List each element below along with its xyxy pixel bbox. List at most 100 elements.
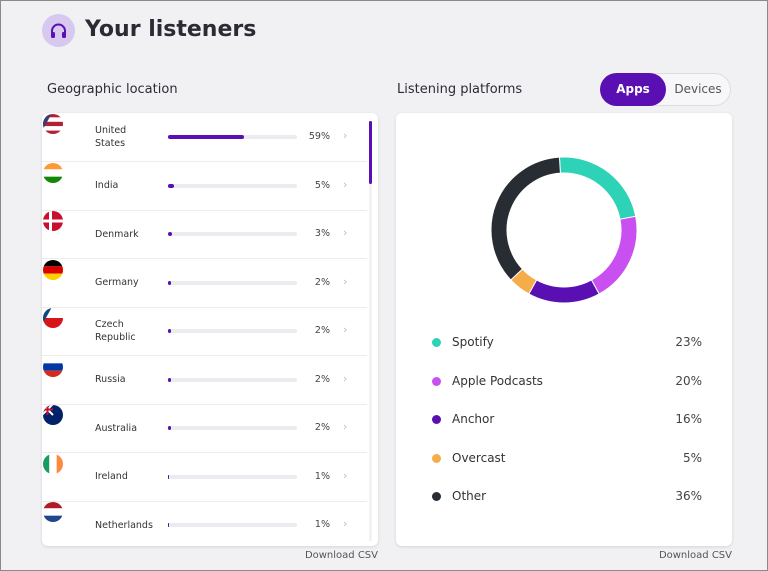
donut-segment (528, 279, 600, 304)
bar (168, 280, 171, 285)
country-card: United States 59% › India 5% › Denmark 3% › Germa… (42, 113, 378, 546)
country-name: Czech Republic (95, 319, 136, 343)
country-row[interactable]: Australia 2% › (42, 404, 367, 453)
percent-label: 59% (308, 131, 330, 142)
legend-dot (432, 492, 441, 501)
bar-track (168, 426, 297, 430)
bar-track (168, 232, 297, 236)
legend-dot (432, 415, 441, 424)
legend-value: 23% (675, 335, 702, 349)
legend-dot (432, 376, 441, 386)
scrollbar-thumb[interactable] (369, 121, 372, 184)
country-row[interactable]: Denmark 3% › (42, 210, 367, 259)
country-row[interactable]: India 5% › (42, 162, 367, 211)
bar-track (168, 329, 297, 333)
scrollbar-track (369, 121, 372, 541)
flag (43, 356, 63, 377)
country-row[interactable]: Czech Republic 2% › (42, 307, 367, 356)
bar-track (168, 135, 297, 139)
country-name: Russia (95, 374, 126, 385)
country-name: Germany (95, 277, 139, 288)
legend-label: Other (452, 489, 487, 503)
donut-segment (590, 215, 638, 295)
bar-track (168, 523, 297, 527)
country-row[interactable]: Russia 2% › (42, 356, 367, 405)
bar-track (168, 280, 297, 285)
bar (168, 232, 172, 236)
percent-label: 1% (314, 519, 330, 530)
legend-label: Apple Podcasts (452, 373, 543, 388)
chevron: › (343, 129, 348, 142)
flag (43, 211, 63, 231)
donut-chart (490, 156, 638, 304)
chevron: › (343, 177, 348, 191)
chevron: › (343, 420, 348, 433)
country-row[interactable]: Netherlands 1% › (42, 501, 367, 546)
bar (168, 474, 170, 479)
legend-item: Anchor 16% (432, 410, 702, 430)
country-row[interactable]: United States 59% › (42, 113, 367, 162)
country-name: India (95, 180, 119, 191)
legend-dot (432, 453, 441, 463)
legend-value: 36% (675, 489, 702, 503)
flag (43, 453, 63, 474)
legend-item: Apple Podcasts 20% (432, 372, 702, 392)
chevron: › (343, 371, 348, 385)
percent-label: 2% (314, 276, 330, 288)
chevron: › (343, 468, 348, 482)
legend-dot (432, 338, 441, 347)
chevron: › (343, 226, 348, 239)
chevron: › (343, 517, 348, 530)
headphones-icon (42, 14, 75, 47)
bar (168, 329, 171, 333)
legend-label: Overcast (452, 450, 506, 465)
chevron: › (343, 274, 348, 288)
tab[interactable]: Devices (674, 82, 722, 96)
flag (43, 308, 63, 328)
legend-item: Spotify 23% (432, 333, 702, 353)
platform-card: Spotify 23% Apple Podcasts 20% Anchor 16% Over… (396, 113, 732, 546)
percent-label: 2% (314, 422, 330, 433)
flag (43, 502, 63, 522)
percent-label: 2% (314, 373, 330, 385)
donut-segment (558, 156, 637, 220)
legend-item: Overcast 5% (432, 449, 702, 469)
legend-label: Anchor (452, 412, 495, 426)
download-link[interactable]: Download CSV (658, 550, 732, 561)
bar (168, 135, 245, 139)
flag (43, 405, 63, 425)
flag (43, 162, 63, 183)
tab-group: Apps Devices (600, 73, 731, 106)
legend-item: Other 36% (432, 487, 702, 507)
download-link[interactable]: Download CSV (304, 550, 378, 561)
percent-label: 1% (314, 470, 330, 482)
flag (43, 114, 63, 134)
percent-label: 3% (314, 228, 330, 239)
bar-track (168, 474, 297, 479)
icon-graphic (51, 23, 66, 38)
country-row[interactable]: Ireland 1% › (42, 453, 367, 502)
country-row[interactable]: Germany 2% › (42, 259, 367, 308)
country-name: Denmark (95, 228, 139, 240)
country-name: Australia (95, 422, 138, 434)
bar (168, 183, 175, 188)
bar-track (168, 377, 297, 382)
bar (168, 426, 171, 430)
section-title: Listening platforms (397, 82, 523, 97)
country-name: Ireland (95, 471, 128, 482)
page-title: Your listeners (85, 17, 257, 42)
legend-value: 16% (675, 412, 702, 426)
legend-value: 20% (675, 373, 702, 388)
donut-segment (490, 156, 561, 281)
tab[interactable]: Apps (600, 73, 666, 106)
bar (168, 523, 170, 527)
percent-label: 5% (314, 179, 330, 191)
legend-label: Spotify (452, 335, 494, 349)
legend-value: 5% (682, 450, 702, 465)
country-name: United States (95, 125, 127, 149)
country-name: Netherlands (95, 519, 153, 531)
chevron: › (343, 323, 348, 336)
bar (168, 377, 171, 382)
bar-track (168, 183, 297, 188)
